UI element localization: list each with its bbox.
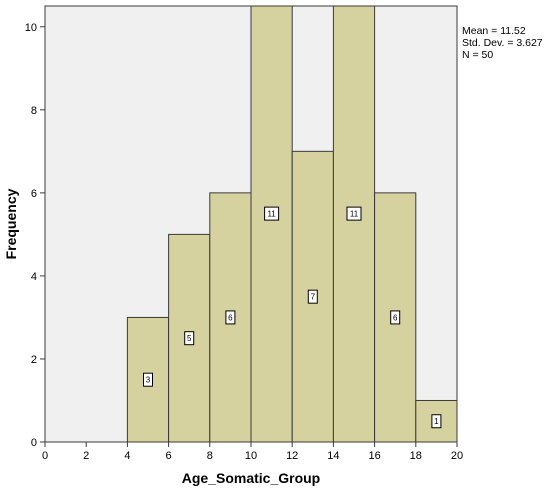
stat-n: N = 50 xyxy=(462,49,494,61)
bar-label-box-2 xyxy=(225,310,236,325)
histogram-bar-3 xyxy=(250,5,293,443)
x-tick-label-0: 0 xyxy=(42,450,48,462)
bar-label-box-6 xyxy=(390,310,401,325)
x-tick-label-7: 14 xyxy=(327,450,339,462)
bar-label-6: 6 xyxy=(393,313,398,322)
bar-label-3: 11 xyxy=(267,210,276,219)
bar-label-box-3 xyxy=(264,206,280,221)
x-tick-label-9: 18 xyxy=(410,450,422,462)
y-tick-label-1: 2 xyxy=(31,354,37,366)
x-tick-label-5: 10 xyxy=(245,450,257,462)
x-tick-label-8: 16 xyxy=(368,450,380,462)
x-tick-label-3: 6 xyxy=(166,450,172,462)
bar-label-4: 7 xyxy=(311,293,316,302)
y-tick-label-2: 4 xyxy=(31,271,37,283)
bar-label-1: 5 xyxy=(187,334,192,343)
stats-box: Mean = 11.52 Std. Dev. = 3.627 N = 50 xyxy=(462,25,543,61)
x-tick-label-10: 20 xyxy=(451,450,463,462)
y-tick-label-5: 10 xyxy=(25,22,37,34)
bar-label-box-5 xyxy=(346,206,362,221)
y-axis-label: Frequency xyxy=(3,188,19,259)
x-axis: 0 2 4 6 8 10 12 14 16 18 20 xyxy=(42,442,463,462)
x-axis-label: Age_Somatic_Group xyxy=(182,470,320,486)
bar-label-5: 11 xyxy=(350,210,359,219)
bar-label-box-4 xyxy=(307,289,318,304)
bars-group: 3 5 6 11 7 11 6 1 xyxy=(126,5,458,443)
y-tick-label-4: 8 xyxy=(31,105,37,117)
bar-label-2: 6 xyxy=(228,313,233,322)
histogram-bar-6 xyxy=(374,192,417,443)
x-tick-label-4: 8 xyxy=(207,450,213,462)
stat-mean: Mean = 11.52 xyxy=(462,25,526,37)
histogram-bar-5 xyxy=(332,5,376,443)
y-tick-label-0: 0 xyxy=(31,437,37,449)
y-axis: 0 2 4 6 8 10 xyxy=(25,22,45,449)
x-tick-label-1: 2 xyxy=(83,450,89,462)
bar-label-0: 3 xyxy=(146,376,151,385)
x-tick-label-2: 4 xyxy=(124,450,130,462)
bar-label-7: 1 xyxy=(434,417,439,426)
y-tick-label-3: 6 xyxy=(31,188,37,200)
bar-label-box-7 xyxy=(431,414,442,429)
bar-label-box-1 xyxy=(184,331,195,346)
bar-label-box-0 xyxy=(143,372,153,387)
x-tick-label-6: 12 xyxy=(286,450,298,462)
stat-std-dev: Std. Dev. = 3.627 xyxy=(462,37,543,49)
